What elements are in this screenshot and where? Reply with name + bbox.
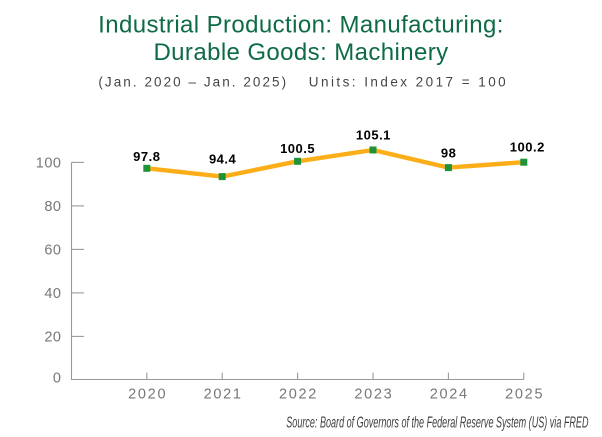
svg-text:94.4: 94.4 bbox=[209, 151, 237, 166]
svg-text:Durable Goods: Machinery: Durable Goods: Machinery bbox=[153, 39, 448, 66]
svg-text:100: 100 bbox=[36, 156, 62, 172]
svg-text:2022: 2022 bbox=[279, 387, 318, 403]
svg-text:Source: Board of Governors of: Source: Board of Governors of the Federa… bbox=[286, 414, 588, 431]
svg-text:2025: 2025 bbox=[505, 387, 544, 403]
svg-text:2021: 2021 bbox=[204, 387, 243, 403]
svg-text:2023: 2023 bbox=[354, 387, 393, 403]
svg-text:40: 40 bbox=[44, 286, 61, 302]
svg-text:2024: 2024 bbox=[430, 387, 469, 403]
svg-text:Industrial Production: Manufac: Industrial Production: Manufacturing: bbox=[98, 11, 504, 38]
svg-text:0: 0 bbox=[53, 371, 62, 387]
svg-text:105.1: 105.1 bbox=[356, 128, 391, 143]
svg-text:97.8: 97.8 bbox=[133, 149, 160, 164]
svg-text:80: 80 bbox=[44, 199, 61, 215]
svg-text:98: 98 bbox=[441, 146, 456, 161]
svg-text:20: 20 bbox=[44, 330, 61, 346]
svg-text:2020: 2020 bbox=[128, 387, 167, 403]
svg-text:60: 60 bbox=[44, 243, 61, 259]
svg-text:Units: Index 2017 = 100: Units: Index 2017 = 100 bbox=[309, 75, 508, 90]
svg-text:100.2: 100.2 bbox=[510, 139, 545, 154]
svg-text:(Jan. 2020 – Jan. 2025): (Jan. 2020 – Jan. 2025) bbox=[98, 75, 288, 90]
svg-text:100.5: 100.5 bbox=[280, 141, 315, 156]
